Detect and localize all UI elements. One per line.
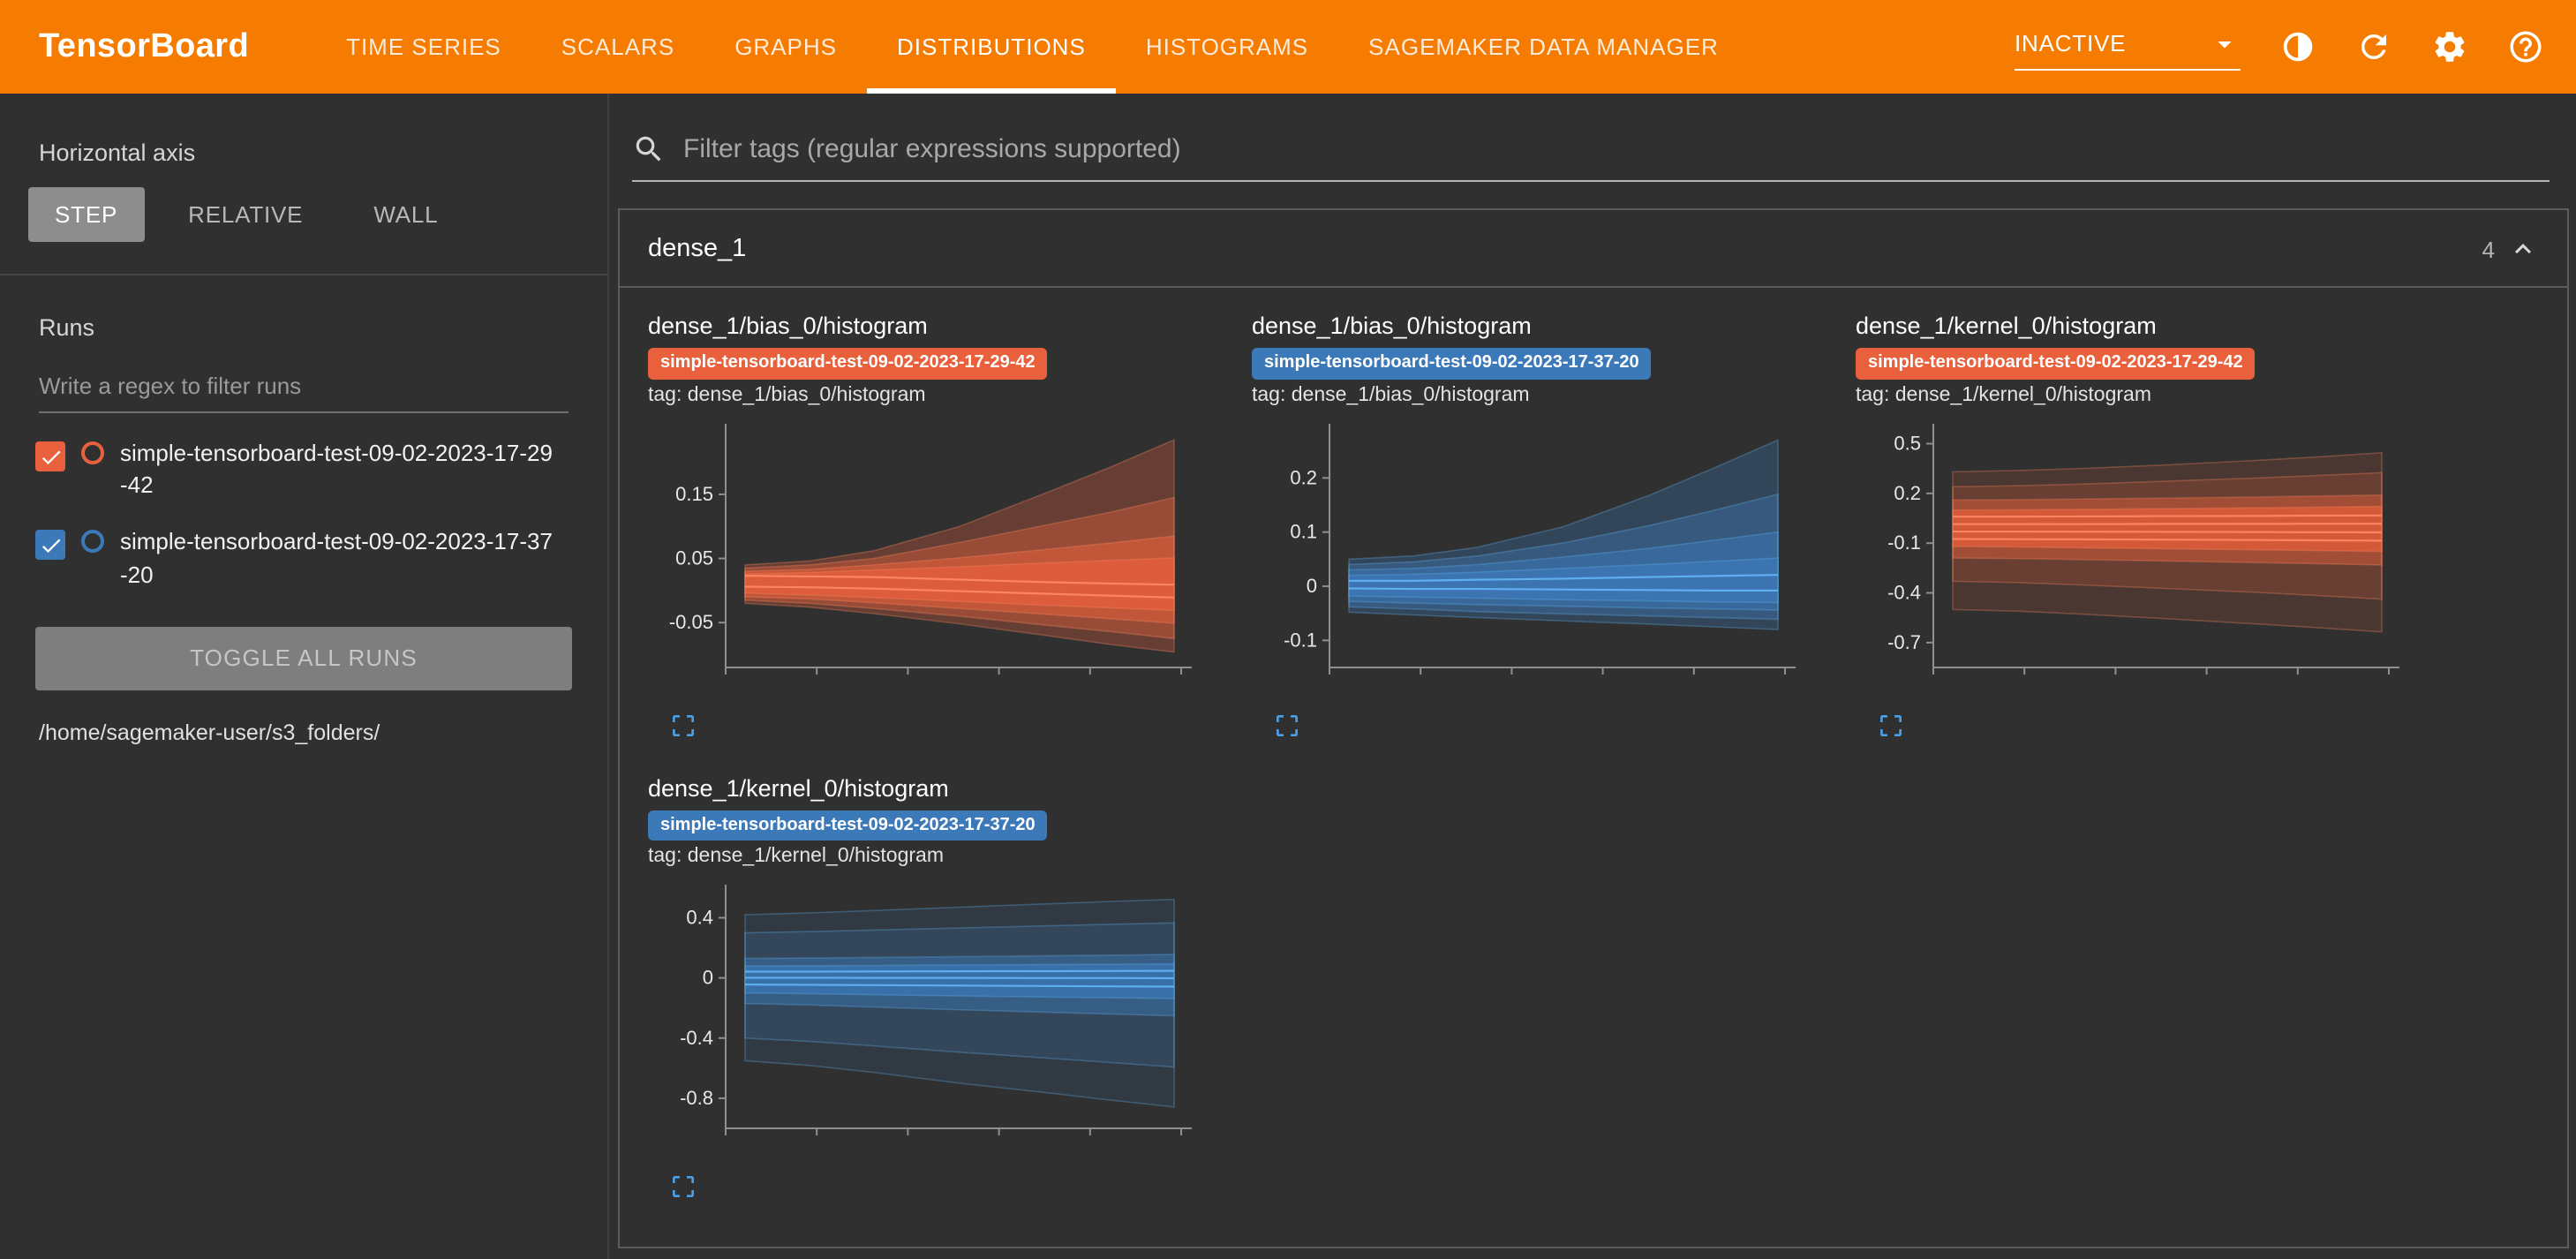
run-item: simple-tensorboard-test-09-02-2023-17-37… <box>35 527 607 592</box>
svg-text:-0.1: -0.1 <box>1284 628 1317 650</box>
app-header: TensorBoard TIME SERIES SCALARS GRAPHS DIST… <box>0 0 2576 94</box>
tag-group-card: dense_1 4 dense_1/bias_0/histogram simpl… <box>618 208 2569 1248</box>
tab-scalars[interactable]: SCALARS <box>561 34 675 60</box>
main-area: dense_1 4 dense_1/bias_0/histogram simpl… <box>609 94 2576 1259</box>
expand-icon[interactable] <box>1877 711 1905 739</box>
card-header[interactable]: dense_1 4 <box>620 210 2567 288</box>
sidebar: Horizontal axis STEP RELATIVE WALL Runs si… <box>0 94 609 1259</box>
distribution-chart[interactable]: 0.15 0.05 -0.05 <box>648 412 1195 695</box>
refresh-icon[interactable] <box>2355 28 2392 65</box>
runs-list: simple-tensorboard-test-09-02-2023-17-29… <box>0 438 607 592</box>
run-badge: simple-tensorboard-test-09-02-2023-17-29… <box>648 348 1048 379</box>
expand-icon[interactable] <box>669 1172 697 1201</box>
expand-icon[interactable] <box>669 711 697 739</box>
runs-filter-input[interactable] <box>39 362 569 411</box>
nav-tabs: TIME SERIES SCALARS GRAPHS DISTRIBUTIONS HIS… <box>316 0 1749 94</box>
tab-distributions[interactable]: DISTRIBUTIONS <box>867 0 1116 94</box>
chart-panel: dense_1/bias_0/histogram simple-tensorbo… <box>648 313 1238 767</box>
status-dropdown[interactable]: INACTIVE <box>2015 24 2241 70</box>
chart-tag: tag: dense_1/kernel_0/histogram <box>1856 384 2151 405</box>
charts-grid: dense_1/bias_0/histogram simple-tensorbo… <box>620 288 2567 1247</box>
tab-graphs[interactable]: GRAPHS <box>734 34 837 60</box>
collapse-chevron-icon[interactable] <box>2507 233 2539 265</box>
check-icon <box>41 539 60 553</box>
tab-histograms[interactable]: HISTOGRAMS <box>1145 34 1309 60</box>
run-checkbox[interactable] <box>35 530 65 561</box>
chevron-down-icon <box>2218 41 2232 48</box>
content: Horizontal axis STEP RELATIVE WALL Runs si… <box>0 94 2576 1259</box>
axis-mode-row: STEP RELATIVE WALL <box>28 187 607 242</box>
distribution-chart[interactable]: 0.4 0 -0.4 -0.8 <box>648 874 1195 1157</box>
help-icon[interactable] <box>2507 28 2544 65</box>
svg-text:0.2: 0.2 <box>1290 465 1317 487</box>
chart-tag: tag: dense_1/kernel_0/histogram <box>648 846 944 867</box>
card-title: dense_1 <box>648 235 747 263</box>
svg-text:0.1: 0.1 <box>1290 520 1317 542</box>
run-name: simple-tensorboard-test-09-02-2023-17-29… <box>120 440 553 499</box>
tab-sagemaker-data-manager[interactable]: SAGEMAKER DATA MANAGER <box>1368 34 1719 60</box>
sidebar-divider <box>0 274 607 275</box>
check-icon <box>41 449 60 464</box>
run-badge: simple-tensorboard-test-09-02-2023-17-29… <box>1856 348 2256 379</box>
run-color-radio[interactable] <box>81 441 104 464</box>
run-item: simple-tensorboard-test-09-02-2023-17-29… <box>35 438 607 502</box>
runs-filter-field <box>39 362 569 413</box>
log-directory-path: /home/sagemaker-user/s3_folders/ <box>39 720 380 745</box>
chart-title: dense_1/bias_0/histogram <box>648 313 928 339</box>
chart-title: dense_1/kernel_0/histogram <box>1856 313 2157 339</box>
chart-title: dense_1/bias_0/histogram <box>1252 313 1532 339</box>
tab-time-series[interactable]: TIME SERIES <box>346 34 501 60</box>
svg-text:0.05: 0.05 <box>675 547 713 569</box>
runs-label: Runs <box>39 314 95 341</box>
svg-text:0.5: 0.5 <box>1894 432 1921 454</box>
chart-panel: dense_1/kernel_0/histogram simple-tensor… <box>648 774 1238 1229</box>
distribution-chart[interactable]: 0.2 0.1 0 -0.1 <box>1252 412 1799 695</box>
distribution-chart[interactable]: 0.5 0.2 -0.1 -0.4 -0.7 <box>1856 412 2403 695</box>
chart-tag: tag: dense_1/bias_0/histogram <box>648 384 926 405</box>
chart-panel: dense_1/bias_0/histogram simple-tensorbo… <box>1252 313 1842 767</box>
svg-text:-0.1: -0.1 <box>1887 531 1921 553</box>
svg-text:0.15: 0.15 <box>675 482 713 504</box>
status-dropdown-value: INACTIVE <box>2015 30 2127 57</box>
svg-text:0: 0 <box>1307 574 1317 596</box>
expand-icon[interactable] <box>1273 711 1301 739</box>
theme-icon[interactable] <box>2279 28 2316 65</box>
card-count: 4 <box>2482 236 2495 262</box>
tag-filter-input[interactable] <box>683 134 2550 164</box>
svg-text:0: 0 <box>703 967 713 989</box>
chart-tag: tag: dense_1/bias_0/histogram <box>1252 384 1530 405</box>
svg-text:-0.8: -0.8 <box>680 1087 713 1109</box>
run-name: simple-tensorboard-test-09-02-2023-17-37… <box>120 528 553 588</box>
run-checkbox[interactable] <box>35 441 65 471</box>
app-logo: TensorBoard <box>39 27 250 64</box>
run-color-radio[interactable] <box>81 530 104 554</box>
axis-mode-step[interactable]: STEP <box>28 187 145 242</box>
horizontal-axis-label: Horizontal axis <box>39 139 196 166</box>
search-icon <box>636 136 661 162</box>
axis-mode-relative[interactable]: RELATIVE <box>188 201 304 228</box>
tag-filter-field <box>632 132 2550 182</box>
svg-text:0.4: 0.4 <box>686 906 713 928</box>
run-badge: simple-tensorboard-test-09-02-2023-17-37… <box>648 810 1048 841</box>
header-actions: INACTIVE <box>2015 0 2544 94</box>
chart-title: dense_1/kernel_0/histogram <box>648 774 949 801</box>
svg-text:-0.4: -0.4 <box>680 1027 713 1049</box>
svg-text:-0.7: -0.7 <box>1887 630 1921 652</box>
svg-text:0.2: 0.2 <box>1894 481 1921 503</box>
toggle-all-runs-button[interactable]: TOGGLE ALL RUNS <box>35 626 572 690</box>
settings-icon[interactable] <box>2431 28 2468 65</box>
svg-text:-0.4: -0.4 <box>1887 581 1921 603</box>
svg-text:-0.05: -0.05 <box>669 610 713 632</box>
axis-mode-wall[interactable]: WALL <box>373 201 439 228</box>
run-badge: simple-tensorboard-test-09-02-2023-17-37… <box>1252 348 1652 379</box>
chart-panel: dense_1/kernel_0/histogram simple-tensor… <box>1856 313 2445 767</box>
card-meta: 4 <box>2482 233 2539 265</box>
